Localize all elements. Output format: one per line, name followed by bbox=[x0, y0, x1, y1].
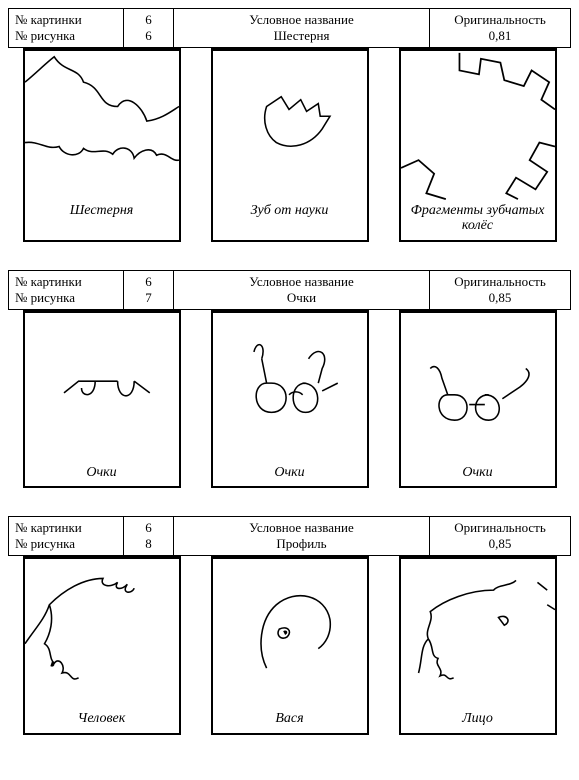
title-3: Профиль bbox=[276, 536, 326, 552]
caption-1-2: Зуб от науки bbox=[213, 201, 367, 220]
label-draw-no: № рисунка bbox=[15, 290, 75, 306]
orig-2: 0,85 bbox=[489, 290, 512, 306]
header-2: № картинки № рисунка 6 7 Условное назван… bbox=[8, 270, 571, 310]
sketch-glasses-2 bbox=[213, 313, 367, 463]
block-2: № картинки № рисунка 6 7 Условное назван… bbox=[8, 270, 571, 488]
caption-1-1: Шестерня bbox=[25, 201, 179, 220]
card-3-2: Вася bbox=[211, 556, 369, 734]
orig-label: Оригинальность bbox=[454, 520, 546, 536]
title-label: Условное название bbox=[249, 274, 353, 290]
hdr-title-3: Условное название Профиль bbox=[174, 517, 430, 555]
label-draw-no: № рисунка bbox=[15, 536, 75, 552]
card-3-1: Человек bbox=[23, 556, 181, 734]
hdr-labels-1: № картинки № рисунка bbox=[9, 9, 124, 47]
hdr-nums-3: 6 8 bbox=[124, 517, 174, 555]
sketch-gear-outline bbox=[25, 51, 179, 201]
sketch-gear-fragments bbox=[401, 51, 555, 201]
hdr-labels-2: № картинки № рисунка bbox=[9, 271, 124, 309]
caption-1-3: Фрагменты зубчатых колёс bbox=[401, 201, 555, 236]
caption-2-2: Очки bbox=[213, 463, 367, 482]
row-2: Очки Очки Очки bbox=[8, 310, 571, 488]
hdr-orig-2: Оригинальность 0,85 bbox=[430, 271, 570, 309]
label-pic-no: № картинки bbox=[15, 520, 82, 536]
title-label: Условное название bbox=[249, 520, 353, 536]
hdr-nums-1: 6 6 bbox=[124, 9, 174, 47]
block-1: № картинки № рисунка 6 6 Условное назван… bbox=[8, 8, 571, 242]
hdr-title-1: Условное название Шестерня bbox=[174, 9, 430, 47]
caption-3-2: Вася bbox=[213, 709, 367, 728]
draw-no-2: 7 bbox=[145, 290, 152, 306]
card-1-1: Шестерня bbox=[23, 48, 181, 242]
orig-1: 0,81 bbox=[489, 28, 512, 44]
caption-2-3: Очки bbox=[401, 463, 555, 482]
hdr-labels-3: № картинки № рисунка bbox=[9, 517, 124, 555]
orig-label: Оригинальность bbox=[454, 274, 546, 290]
caption-2-1: Очки bbox=[25, 463, 179, 482]
draw-no-1: 6 bbox=[145, 28, 152, 44]
caption-3-3: Лицо bbox=[401, 709, 555, 728]
orig-3: 0,85 bbox=[489, 536, 512, 552]
card-2-1: Очки bbox=[23, 310, 181, 488]
sketch-profile-3 bbox=[401, 559, 555, 709]
hdr-title-2: Условное название Очки bbox=[174, 271, 430, 309]
card-2-3: Очки bbox=[399, 310, 557, 488]
row-3: Человек Вася Лицо bbox=[8, 556, 571, 734]
title-1: Шестерня bbox=[274, 28, 330, 44]
draw-no-3: 8 bbox=[145, 536, 152, 552]
label-pic-no: № картинки bbox=[15, 274, 82, 290]
title-2: Очки bbox=[287, 290, 316, 306]
card-3-3: Лицо bbox=[399, 556, 557, 734]
block-3: № картинки № рисунка 6 8 Условное назван… bbox=[8, 516, 571, 734]
pic-no-1: 6 bbox=[145, 12, 152, 28]
sketch-glasses-3 bbox=[401, 313, 555, 463]
hdr-orig-1: Оригинальность 0,81 bbox=[430, 9, 570, 47]
hdr-orig-3: Оригинальность 0,85 bbox=[430, 517, 570, 555]
sketch-profile-1 bbox=[25, 559, 179, 709]
hdr-nums-2: 6 7 bbox=[124, 271, 174, 309]
pic-no-2: 6 bbox=[145, 274, 152, 290]
header-3: № картинки № рисунка 6 8 Условное назван… bbox=[8, 516, 571, 556]
label-draw-no: № рисунка bbox=[15, 28, 75, 44]
orig-label: Оригинальность bbox=[454, 12, 546, 28]
header-1: № картинки № рисунка 6 6 Условное назван… bbox=[8, 8, 571, 48]
card-1-3: Фрагменты зубчатых колёс bbox=[399, 48, 557, 242]
label-pic-no: № картинки bbox=[15, 12, 82, 28]
title-label: Условное название bbox=[249, 12, 353, 28]
sketch-glasses-1 bbox=[25, 313, 179, 463]
caption-3-1: Человек bbox=[25, 709, 179, 728]
sketch-tooth bbox=[213, 51, 367, 201]
card-2-2: Очки bbox=[211, 310, 369, 488]
sketch-profile-2 bbox=[213, 559, 367, 709]
row-1: Шестерня Зуб от науки Фрагменты зубчатых… bbox=[8, 48, 571, 242]
card-1-2: Зуб от науки bbox=[211, 48, 369, 242]
pic-no-3: 6 bbox=[145, 520, 152, 536]
